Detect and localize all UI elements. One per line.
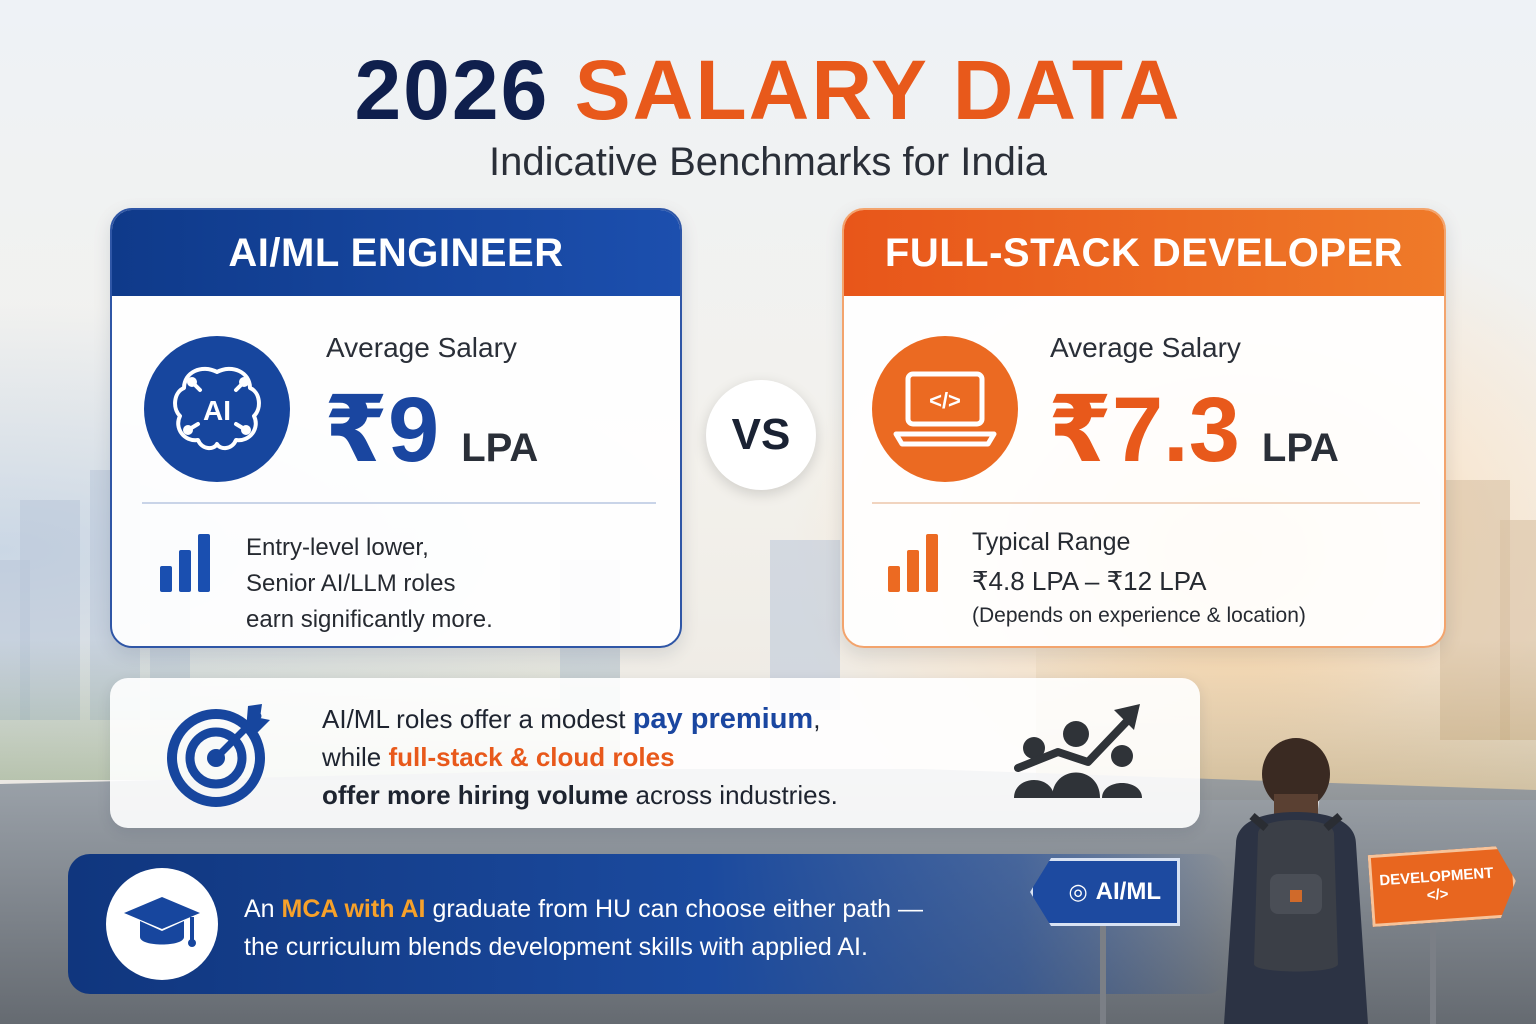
graduation-cap-icon: [106, 868, 218, 980]
bar-chart-icon: [160, 534, 210, 592]
full-stack-card: FULL-STACK DEVELOPER </> Average Salary …: [842, 208, 1446, 648]
fs-salary-amount: ₹7.3: [1048, 379, 1240, 481]
fs-card-divider: [872, 502, 1420, 504]
ai-ml-direction-sign: ◎ AI/ML: [1030, 858, 1180, 926]
development-sign-code: </>: [1426, 885, 1450, 905]
insight-line-1: AI/ML roles offer a modest pay premium,: [322, 700, 838, 738]
laptop-code-icon: </>: [872, 336, 1018, 482]
ai-note-line: earn significantly more.: [246, 606, 493, 633]
title-main: SALARY DATA: [574, 43, 1182, 137]
insight-text-segment: AI/ML roles offer a modest: [322, 704, 633, 734]
fs-range-value: ₹4.8 LPA – ₹12 LPA: [972, 566, 1207, 596]
insight-highlight-full-stack: full-stack & cloud roles: [388, 742, 675, 772]
people-growth-icon: [1014, 704, 1142, 798]
building: [0, 560, 30, 720]
insight-text-segment: across industries.: [628, 780, 838, 810]
fs-range-label: Typical Range: [972, 528, 1131, 556]
fs-icon-label: </>: [929, 388, 961, 413]
ai-ml-card-title: AI/ML ENGINEER: [112, 210, 680, 296]
fs-salary-unit: LPA: [1261, 426, 1339, 470]
banner-highlight-mca: MCA with AI: [281, 895, 426, 923]
fs-range-note: (Depends on experience & location): [972, 604, 1306, 627]
ai-ml-card: AI/ML ENGINEER AI Average Salary ₹9 LPA …: [110, 208, 682, 648]
sign-pole: [1430, 918, 1436, 1024]
ai-avg-salary-label: Average Salary: [326, 332, 517, 363]
insight-line-2: while full-stack & cloud roles: [322, 738, 838, 776]
page-title: 2026 SALARY DATA: [0, 42, 1536, 138]
bar-chart-icon: [888, 534, 938, 592]
insight-text-segment: while: [322, 742, 389, 772]
banner-text-segment: graduate from HU can choose either path …: [425, 895, 923, 923]
insight-text-segment: ,: [813, 704, 821, 734]
ai-brain-icon: AI: [144, 336, 290, 482]
ai-card-divider: [142, 502, 656, 504]
building: [1440, 480, 1510, 740]
banner-line-2: the curriculum blends development skills…: [244, 933, 868, 961]
ai-note-line: Entry-level lower,: [246, 534, 429, 561]
insight-line-3: offer more hiring volume across industri…: [322, 776, 838, 814]
insight-highlight-hiring-volume: offer more hiring volume: [322, 780, 629, 810]
fs-avg-salary-label: Average Salary: [1050, 332, 1241, 363]
ai-salary-amount: ₹9: [324, 379, 440, 481]
bottom-banner: An MCA with AI graduate from HU can choo…: [68, 854, 1228, 994]
page-subtitle: Indicative Benchmarks for India: [488, 140, 1048, 184]
banner-line-1: An MCA with AI graduate from HU can choo…: [244, 890, 923, 928]
title-year: 2026: [354, 43, 550, 137]
target-icon: [167, 704, 270, 807]
student-figure: [1224, 738, 1368, 1024]
building: [20, 500, 80, 720]
building: [1500, 520, 1536, 740]
ai-icon-label: AI: [203, 395, 231, 426]
ai-note-line: Senior AI/LLM roles: [246, 570, 456, 597]
ai-salary: ₹9 LPA: [324, 380, 538, 480]
ai-ml-sign-label: AI/ML: [1095, 878, 1161, 905]
banner-text-segment: An: [244, 895, 282, 923]
banner-text: An MCA with AI graduate from HU can choo…: [244, 890, 923, 966]
insight-highlight-pay-premium: pay premium: [632, 703, 814, 735]
insight-box: AI/ML roles offer a modest pay premium, …: [110, 678, 1200, 828]
vs-badge: VS: [706, 380, 816, 490]
fs-salary: ₹7.3 LPA: [1048, 380, 1339, 480]
sign-pole: [1100, 924, 1106, 1024]
insight-text: AI/ML roles offer a modest pay premium, …: [322, 700, 838, 814]
brain-icon: ◎: [1068, 879, 1088, 904]
ai-salary-unit: LPA: [461, 426, 539, 470]
full-stack-card-title: FULL-STACK DEVELOPER: [844, 210, 1444, 296]
ai-note: Entry-level lower, Senior AI/LLM roles e…: [246, 530, 493, 638]
